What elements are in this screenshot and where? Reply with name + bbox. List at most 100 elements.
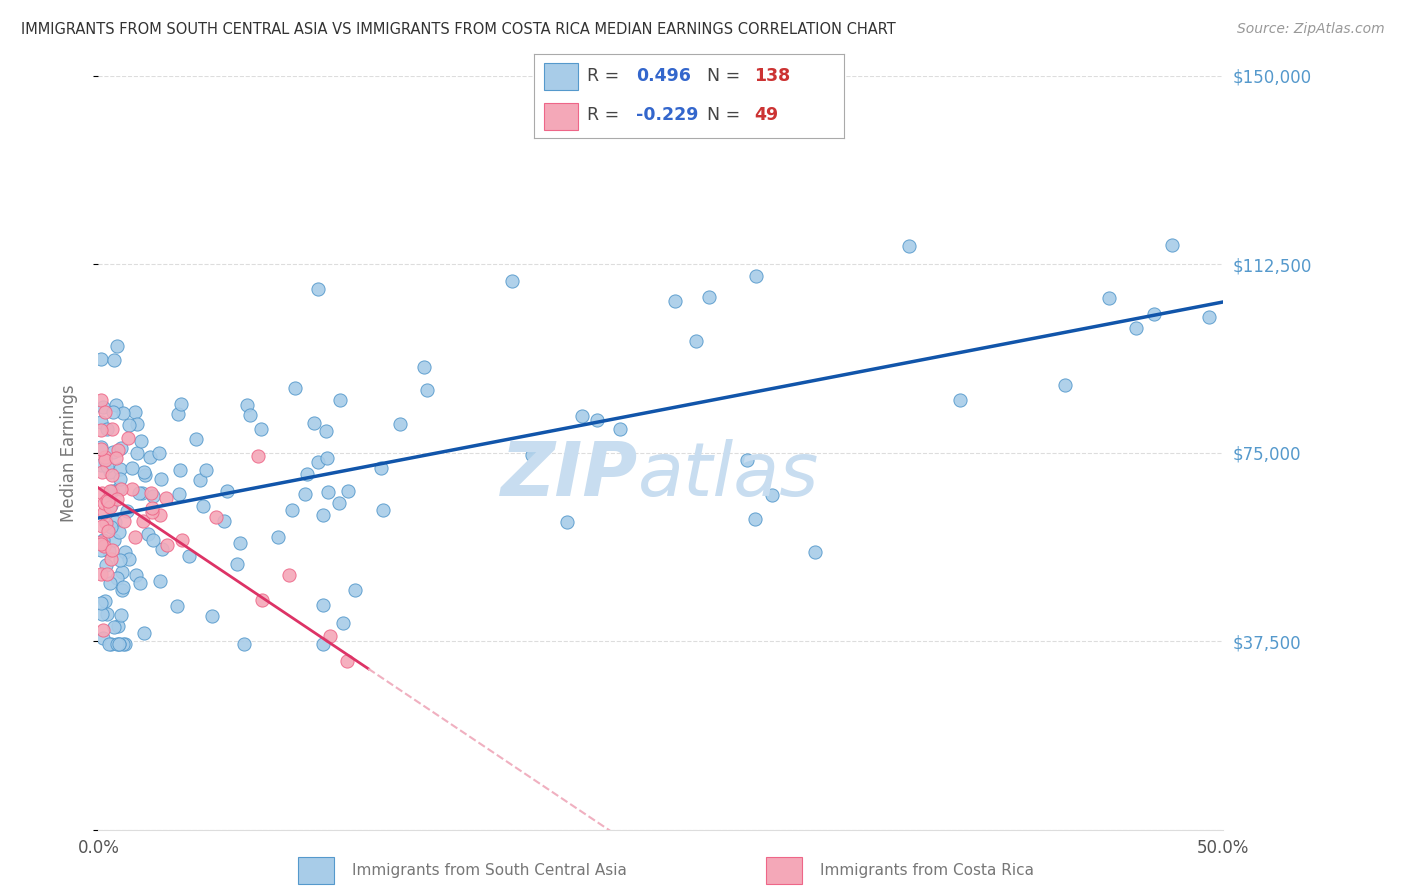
- Point: [217, 484, 239, 499]
- Point: [96, 458, 118, 473]
- Text: 49: 49: [754, 106, 778, 124]
- Point: [329, 393, 352, 408]
- Point: [108, 462, 131, 476]
- Text: R =: R =: [586, 106, 624, 124]
- FancyBboxPatch shape: [544, 103, 578, 130]
- Text: 138: 138: [754, 68, 790, 86]
- Point: [735, 453, 758, 467]
- FancyBboxPatch shape: [298, 857, 335, 884]
- Point: [284, 381, 307, 395]
- Point: [90, 566, 112, 581]
- Point: [388, 417, 411, 432]
- Point: [90, 442, 112, 456]
- Text: atlas: atlas: [638, 439, 820, 511]
- Point: [90, 392, 112, 407]
- Point: [90, 352, 112, 367]
- Point: [96, 558, 118, 572]
- Point: [90, 440, 112, 454]
- Point: [103, 533, 125, 547]
- Point: [745, 269, 768, 284]
- Point: [104, 515, 127, 529]
- Point: [105, 491, 128, 506]
- Point: [91, 485, 114, 500]
- Point: [107, 482, 129, 496]
- Point: [125, 446, 148, 460]
- Point: [98, 637, 121, 651]
- Point: [267, 530, 290, 544]
- Point: [100, 483, 122, 498]
- Point: [112, 514, 135, 528]
- Point: [118, 552, 141, 566]
- Point: [1125, 321, 1147, 335]
- Point: [142, 489, 165, 503]
- Point: [297, 467, 319, 482]
- Point: [228, 535, 250, 549]
- Point: [105, 339, 128, 353]
- Point: [96, 607, 118, 621]
- Point: [90, 458, 112, 472]
- Point: [311, 637, 333, 651]
- Point: [200, 609, 222, 624]
- Point: [520, 448, 543, 462]
- Point: [370, 461, 392, 475]
- Point: [118, 418, 141, 433]
- Point: [156, 538, 179, 552]
- Point: [108, 637, 131, 651]
- Point: [103, 620, 125, 634]
- Point: [114, 545, 136, 559]
- Point: [239, 409, 262, 423]
- Point: [416, 383, 439, 397]
- Point: [91, 623, 114, 637]
- Point: [90, 519, 112, 533]
- Text: Immigrants from South Central Asia: Immigrants from South Central Asia: [352, 863, 627, 878]
- Point: [127, 417, 149, 432]
- Point: [1098, 291, 1121, 305]
- Point: [312, 598, 335, 612]
- Point: [225, 558, 247, 572]
- Point: [100, 520, 122, 534]
- Point: [112, 406, 135, 420]
- Point: [110, 553, 132, 567]
- Point: [96, 492, 118, 507]
- Point: [96, 422, 118, 436]
- Point: [308, 455, 330, 469]
- Point: [91, 631, 114, 645]
- Point: [150, 542, 173, 557]
- Point: [129, 434, 152, 449]
- Point: [311, 508, 333, 522]
- Point: [307, 282, 329, 296]
- Point: [501, 274, 523, 288]
- Point: [103, 353, 125, 368]
- Point: [90, 535, 112, 549]
- Point: [205, 510, 228, 524]
- Point: [250, 422, 273, 436]
- Point: [141, 500, 163, 515]
- Point: [105, 637, 128, 651]
- Text: ZIP: ZIP: [501, 439, 638, 512]
- Point: [141, 505, 163, 519]
- Point: [100, 551, 122, 566]
- Point: [138, 450, 160, 464]
- Point: [142, 533, 165, 548]
- Point: [744, 511, 766, 525]
- Point: [186, 432, 208, 446]
- Point: [233, 637, 256, 651]
- Point: [101, 405, 124, 419]
- Point: [1198, 310, 1220, 324]
- Point: [571, 409, 593, 424]
- Point: [90, 423, 112, 437]
- Point: [90, 537, 112, 551]
- Point: [121, 483, 143, 497]
- Point: [101, 445, 124, 459]
- Text: -0.229: -0.229: [637, 106, 699, 124]
- Point: [169, 463, 191, 477]
- Point: [90, 415, 112, 429]
- Point: [1054, 378, 1077, 392]
- Point: [585, 413, 607, 427]
- Point: [114, 637, 136, 651]
- Point: [96, 516, 118, 530]
- Point: [332, 616, 354, 631]
- Point: [337, 483, 360, 498]
- Point: [98, 500, 121, 514]
- Point: [193, 499, 215, 513]
